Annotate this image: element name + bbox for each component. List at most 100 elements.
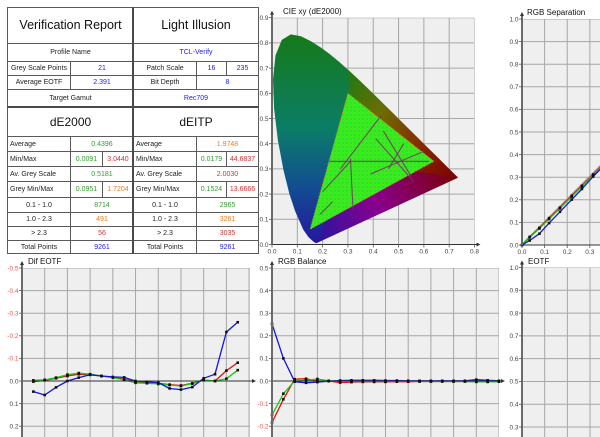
data-marker [528, 236, 531, 239]
y-tick-label: 0.3 [509, 424, 518, 431]
y-tick-label: 0.2 [509, 197, 518, 204]
rgb-balance-title: RGB Balance [278, 257, 327, 266]
data-marker [350, 379, 353, 382]
x-tick-label: 0.7 [445, 249, 454, 256]
y-tick-label: 0.4 [259, 288, 268, 295]
y-tick-label: 0.4 [259, 141, 268, 148]
y-tick-label: 0.5 [509, 129, 518, 136]
data-marker [236, 368, 240, 372]
deitp-max-value: 44.6837 [226, 151, 259, 167]
rgb-separation-title: RGB Separation [527, 8, 586, 17]
data-marker [202, 376, 205, 380]
table-center-divider [132, 7, 134, 254]
data-marker [54, 376, 58, 379]
data-marker [156, 381, 160, 384]
y-tick-label: 0.1 [259, 217, 268, 224]
y-tick-label: 0.0 [509, 242, 518, 249]
plot-content [522, 267, 600, 437]
measured-trace [375, 138, 415, 182]
measured-trace [370, 150, 425, 175]
y-tick-label: 0.1 [509, 220, 518, 227]
y-tick-label: 0.8 [509, 62, 518, 69]
data-marker [591, 175, 595, 178]
y-tick-label: 0.9 [509, 39, 518, 46]
plot-content [272, 17, 475, 245]
data-marker [236, 320, 240, 324]
y-tick-label: 0.7 [509, 84, 518, 91]
y-tick-label: -0.1 [257, 401, 269, 408]
x-tick-label: 0.0 [517, 249, 526, 256]
y-axis-arrow-icon [270, 10, 274, 15]
measured-trace [387, 143, 405, 170]
data-marker [538, 227, 541, 230]
data-marker [338, 379, 342, 382]
data-marker [293, 380, 296, 383]
target-gamut-outline [309, 92, 435, 231]
y-tick-label: -0.2 [257, 424, 269, 431]
data-marker [191, 382, 194, 386]
dif-eotf-title: Dif EOTF [28, 257, 62, 266]
measured-trace [322, 160, 351, 192]
data-marker [134, 381, 137, 385]
data-marker [145, 380, 149, 384]
data-marker [100, 374, 103, 378]
y-tick-label: -0.5 [7, 265, 19, 272]
x-axis-arrow-icon [252, 379, 256, 383]
data-marker [111, 375, 115, 379]
data-marker [304, 379, 308, 382]
data-marker [538, 232, 541, 235]
data-marker [293, 377, 296, 381]
data-marker [486, 380, 489, 384]
data-marker [406, 379, 410, 383]
x-tick-label: 0.2 [318, 249, 327, 256]
data-marker [32, 380, 35, 383]
data-marker [168, 383, 171, 387]
data-marker [316, 377, 319, 381]
report-title: Verification Report [7, 7, 134, 44]
y-tick-label: 0.2 [9, 424, 18, 431]
measured-trace [339, 115, 382, 170]
data-marker [463, 379, 467, 383]
data-marker [440, 379, 444, 383]
plot-area [522, 267, 600, 437]
data-marker [558, 210, 562, 214]
data-marker [213, 372, 217, 376]
data-marker [32, 379, 35, 382]
data-marker [304, 381, 308, 385]
data-marker [395, 379, 399, 382]
y-tick-label: 0.0 [259, 242, 268, 249]
y-tick-label: 0.5 [509, 379, 518, 386]
y-tick-label: -0.2 [7, 333, 19, 340]
x-tick-label: 0.3 [585, 249, 594, 256]
data-marker [122, 376, 126, 379]
data-marker [66, 374, 69, 378]
y-tick-label: -0.4 [7, 288, 19, 295]
y-tick-label: 0.0 [259, 378, 268, 385]
data-marker [43, 393, 47, 397]
data-marker [361, 379, 365, 382]
x-tick-label: 0.6 [419, 249, 428, 256]
data-marker [547, 217, 551, 221]
y-tick-label: 1.0 [509, 265, 518, 272]
y-tick-label: 0.2 [259, 191, 268, 198]
data-marker [570, 198, 574, 201]
y-tick-label: -0.3 [7, 311, 19, 318]
data-marker [528, 239, 531, 242]
measured-trace [319, 201, 334, 215]
y-tick-label: 0.5 [259, 265, 268, 272]
y-tick-label: 0.6 [509, 356, 518, 363]
data-marker [570, 195, 574, 198]
data-marker [497, 379, 501, 383]
data-marker [179, 384, 183, 388]
y-tick-label: 0.7 [259, 65, 268, 72]
data-marker [591, 173, 595, 177]
data-marker [225, 377, 228, 381]
y-tick-label: 0.3 [259, 311, 268, 318]
y-tick-label: 1.0 [509, 16, 518, 23]
data-marker [429, 379, 433, 383]
data-marker [202, 378, 205, 382]
